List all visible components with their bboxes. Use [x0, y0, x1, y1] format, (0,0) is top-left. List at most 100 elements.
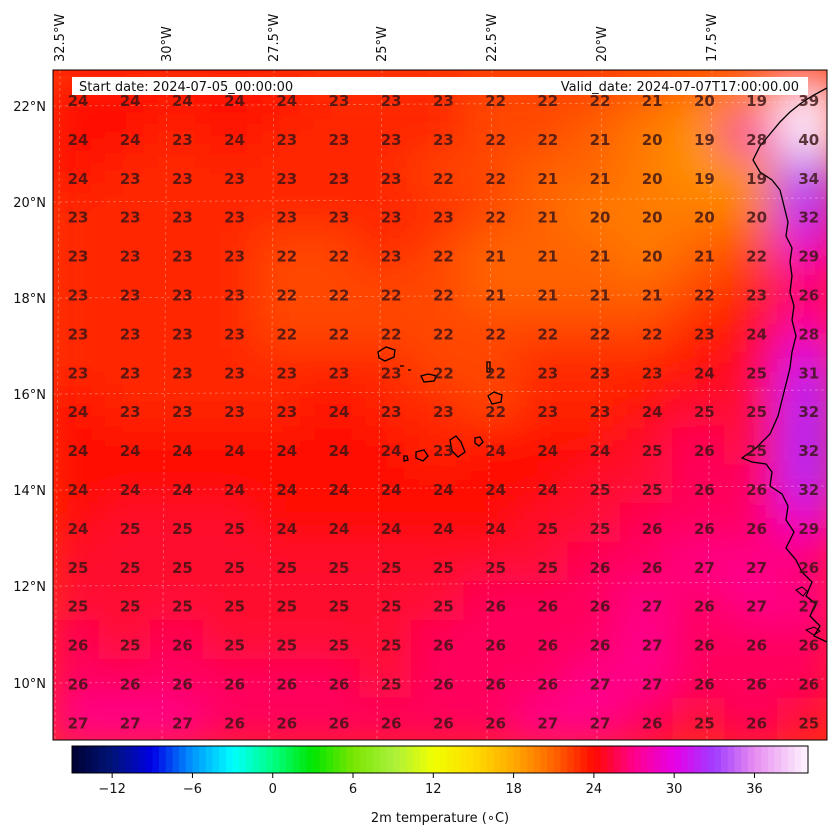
temperature-value: 25: [120, 598, 141, 616]
temperature-value: 26: [433, 676, 454, 694]
temperature-value: 26: [172, 676, 193, 694]
temperature-value: 23: [224, 325, 245, 343]
temperature-value: 39: [798, 92, 819, 110]
temperature-value: 23: [172, 248, 193, 266]
temperature-value: 22: [276, 287, 297, 305]
temperature-value: 24: [224, 92, 245, 110]
temperature-value: 25: [276, 598, 297, 616]
temperature-value: 22: [485, 131, 506, 149]
temperature-value: 26: [485, 676, 506, 694]
temperature-value: 23: [172, 364, 193, 382]
temperature-value: 25: [746, 364, 767, 382]
temperature-value: 26: [798, 287, 819, 305]
temperature-value: 23: [120, 170, 141, 188]
temperature-value: 25: [381, 559, 402, 577]
temperature-value-grid: 24 24 24 24 24 23 23 23 22 22 22 21 20 19 39 24 24 23 24 23…: [68, 92, 820, 732]
temperature-value: 25: [172, 559, 193, 577]
temperature-value: 24: [68, 481, 89, 499]
temperature-value: 24: [381, 442, 402, 460]
cape-verde-islands: [377, 346, 503, 462]
temperature-value: 21: [537, 170, 558, 188]
temperature-value: 32: [798, 403, 819, 421]
latitude-label: 12°N: [13, 580, 46, 595]
temperature-value: 26: [746, 637, 767, 655]
temperature-value: 24: [224, 442, 245, 460]
temperature-value: 25: [329, 559, 350, 577]
temperature-value: 22: [485, 209, 506, 227]
temperature-value: 23: [381, 403, 402, 421]
colorbar-tick-label: −6: [183, 782, 202, 797]
temperature-value: 25: [485, 559, 506, 577]
temperature-value: 24: [276, 442, 297, 460]
temperature-value: 24: [68, 403, 89, 421]
temperature-value: 27: [172, 714, 193, 732]
temperature-value: 26: [224, 676, 245, 694]
start-date-label: Start date: 2024-07-05_00:00:00: [79, 80, 293, 95]
temperature-value: 26: [329, 714, 350, 732]
temperature-value: 24: [642, 403, 663, 421]
temperature-value: 23: [381, 248, 402, 266]
temperature-value: 22: [485, 92, 506, 110]
colorbar-frame: [71, 745, 809, 774]
temperature-value: 23: [120, 325, 141, 343]
temperature-value: 25: [120, 637, 141, 655]
temperature-value: 23: [276, 403, 297, 421]
temperature-value: 24: [329, 481, 350, 499]
temperature-value: 23: [68, 287, 89, 305]
temperature-value: 22: [329, 287, 350, 305]
temperature-value: 21: [590, 287, 611, 305]
temperature-value: 25: [642, 481, 663, 499]
temperature-value: 23: [433, 131, 454, 149]
temperature-value: 23: [224, 403, 245, 421]
temperature-value: 26: [746, 520, 767, 538]
temperature-value: 23: [329, 92, 350, 110]
temperature-value: 24: [694, 364, 715, 382]
temperature-value: 27: [694, 559, 715, 577]
temperature-value: 22: [590, 325, 611, 343]
colorbar-tick-label: 36: [746, 782, 763, 797]
temperature-value: 26: [798, 637, 819, 655]
temperature-value: 20: [590, 209, 611, 227]
temperature-value: 24: [329, 442, 350, 460]
temperature-value: 24: [120, 481, 141, 499]
temperature-value: 22: [485, 403, 506, 421]
temperature-value: 32: [798, 442, 819, 460]
temperature-value: 26: [590, 637, 611, 655]
temperature-value: 26: [381, 714, 402, 732]
colorbar-gradient: [72, 746, 809, 773]
temperature-value: 22: [276, 248, 297, 266]
temperature-value: 24: [537, 481, 558, 499]
temperature-value: 22: [485, 325, 506, 343]
temperature-value: 20: [746, 209, 767, 227]
colorbar-ticks: −12 −6 0 6 12 18 24 30 36: [98, 773, 763, 797]
temperature-value: 23: [172, 325, 193, 343]
temperature-value: 23: [224, 248, 245, 266]
temperature-value: 23: [381, 92, 402, 110]
temperature-value: 25: [224, 598, 245, 616]
temperature-value: 22: [276, 325, 297, 343]
temperature-value: 22: [329, 248, 350, 266]
temperature-value: 23: [381, 131, 402, 149]
temperature-value: 20: [642, 170, 663, 188]
temperature-value: 25: [590, 481, 611, 499]
temperature-value: 26: [224, 714, 245, 732]
temperature-value: 23: [694, 325, 715, 343]
temperature-value: 22: [590, 92, 611, 110]
temperature-value: 22: [381, 287, 402, 305]
header-bar: [72, 77, 808, 95]
temperature-value: 25: [329, 637, 350, 655]
temperature-value: 22: [642, 325, 663, 343]
temperature-value: 23: [329, 209, 350, 227]
temperature-value: 23: [172, 131, 193, 149]
temperature-value: 24: [433, 481, 454, 499]
temperature-value: 26: [68, 637, 89, 655]
temperature-value: 24: [381, 481, 402, 499]
temperature-value: 20: [642, 131, 663, 149]
temperature-value: 26: [798, 676, 819, 694]
temperature-value: 19: [746, 92, 767, 110]
temperature-value: 22: [694, 287, 715, 305]
temperature-value: 22: [537, 131, 558, 149]
temperature-value: 24: [276, 520, 297, 538]
temperature-value: 24: [68, 170, 89, 188]
temperature-value: 25: [68, 598, 89, 616]
